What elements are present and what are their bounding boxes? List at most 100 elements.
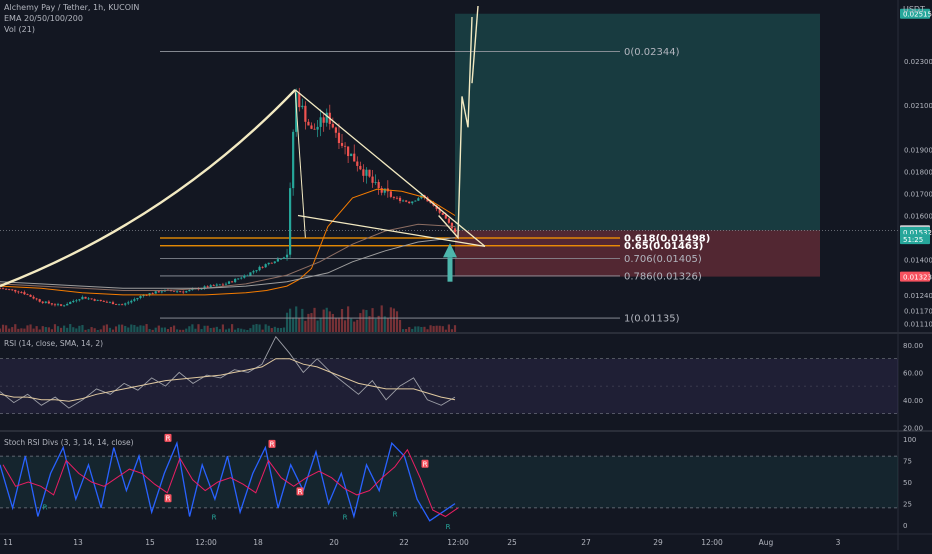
candle-body	[340, 143, 344, 146]
volume-bar	[56, 326, 60, 332]
candle-body	[191, 289, 194, 291]
fib-level-label: 0.786(0.01326)	[624, 271, 702, 282]
volume-bar	[398, 319, 402, 332]
candle-body	[14, 289, 17, 292]
volume-bar	[20, 328, 23, 332]
up-arrow-head	[443, 243, 457, 258]
volume-bar	[435, 325, 438, 332]
price-axis[interactable]: 0.02300 0.02100 0.01900 0.01800 0.01700 0.016…	[900, 8, 932, 530]
volume-bar	[179, 329, 182, 332]
volume-bar	[426, 329, 429, 332]
volume-bar	[227, 328, 231, 332]
candle-body	[50, 303, 54, 305]
price-tag	[900, 234, 930, 245]
candle-body	[255, 270, 258, 272]
position-target-zone	[455, 13, 820, 231]
candle-body	[41, 301, 44, 303]
candle-body	[26, 294, 29, 296]
volume-bar	[14, 324, 17, 332]
candle-body	[389, 191, 392, 197]
volume-bar	[438, 325, 441, 332]
price-tag	[900, 8, 930, 19]
candle-body	[44, 301, 47, 303]
divergence-marker	[296, 487, 304, 496]
price-tick-label: 0.01600	[904, 213, 932, 221]
volume-bar	[154, 327, 157, 332]
candle-body	[356, 161, 359, 166]
candle-body	[383, 188, 386, 193]
volume-bar	[395, 311, 399, 332]
time-tick-label: 13	[73, 538, 83, 547]
price-tick-label: 0.01170	[904, 307, 932, 315]
fib-level-label: 0.618(0.01498)	[624, 234, 710, 245]
volume-bar	[176, 329, 179, 332]
candle-body	[292, 131, 295, 189]
volume-bar	[411, 328, 414, 332]
volume-bar	[197, 324, 200, 332]
candle-body	[1, 288, 5, 290]
candle-body	[105, 301, 108, 303]
volume-bar	[157, 325, 160, 332]
candle-body	[343, 145, 347, 147]
candle-body	[212, 285, 215, 287]
candle-body	[408, 201, 411, 204]
volume-bar	[423, 326, 426, 332]
volume-bar	[105, 324, 108, 332]
candle-body	[267, 262, 270, 265]
projection-path	[438, 17, 473, 240]
candle-body	[368, 169, 371, 177]
candle-body	[273, 261, 276, 263]
volume-bar	[69, 324, 72, 332]
candle-body	[249, 272, 252, 276]
volume-bar	[78, 325, 81, 332]
volume-bar	[408, 327, 411, 332]
candle-body	[298, 93, 301, 108]
volume-bar	[121, 324, 124, 332]
volume-bar	[237, 328, 240, 332]
divergence-marker-label: R	[212, 514, 217, 522]
volume-bar	[23, 328, 26, 332]
volume-bar	[166, 329, 170, 332]
volume-bar	[414, 326, 417, 332]
fib-retracement[interactable]: 0(0.02344) 0.618(0.01498)0.65(0.01463) 0.7…	[160, 47, 710, 325]
fib-level-label: 0.706(0.01405)	[624, 254, 702, 265]
time-axis[interactable]: 11 13 15 12:00 18 20 22 12:00 25 27 29 12:00 Aug 3	[3, 538, 840, 547]
time-tick-label: 20	[329, 538, 339, 547]
volume-bar	[389, 307, 392, 332]
fib-level-label: 0(0.02344)	[624, 47, 680, 58]
candle-body	[441, 212, 444, 215]
candle-body	[353, 153, 356, 162]
volume-bar	[304, 320, 307, 332]
long-position-tool[interactable]	[0, 13, 898, 277]
candle-body	[78, 299, 81, 301]
divergence-marker-label: R	[298, 488, 303, 496]
candle-body	[117, 304, 121, 306]
volume-bar	[215, 326, 218, 332]
candle-body	[380, 188, 383, 193]
volume-bar	[200, 329, 203, 332]
volume-bar	[75, 328, 78, 332]
trendline-drawings[interactable]	[0, 5, 486, 288]
candle-body	[411, 201, 414, 204]
volume-bar	[50, 329, 54, 332]
volume-bar	[337, 317, 341, 332]
volume-bar	[108, 327, 112, 332]
volume-bar	[5, 325, 8, 332]
candle-body	[221, 284, 225, 286]
candle-body	[203, 286, 206, 289]
volume-bar	[359, 313, 362, 332]
candle-body	[160, 291, 163, 293]
candle-body	[322, 117, 325, 123]
volume-bar	[139, 325, 142, 332]
volume-bar	[0, 328, 2, 332]
time-tick-label: 12:00	[701, 538, 723, 547]
volume-bar	[133, 325, 136, 332]
divergence-marker-label: R	[446, 523, 451, 531]
volume-bar	[267, 325, 270, 332]
volume-bar	[127, 327, 130, 332]
candle-body	[240, 277, 243, 279]
candles	[0, 87, 457, 307]
volume-bar	[84, 329, 87, 332]
